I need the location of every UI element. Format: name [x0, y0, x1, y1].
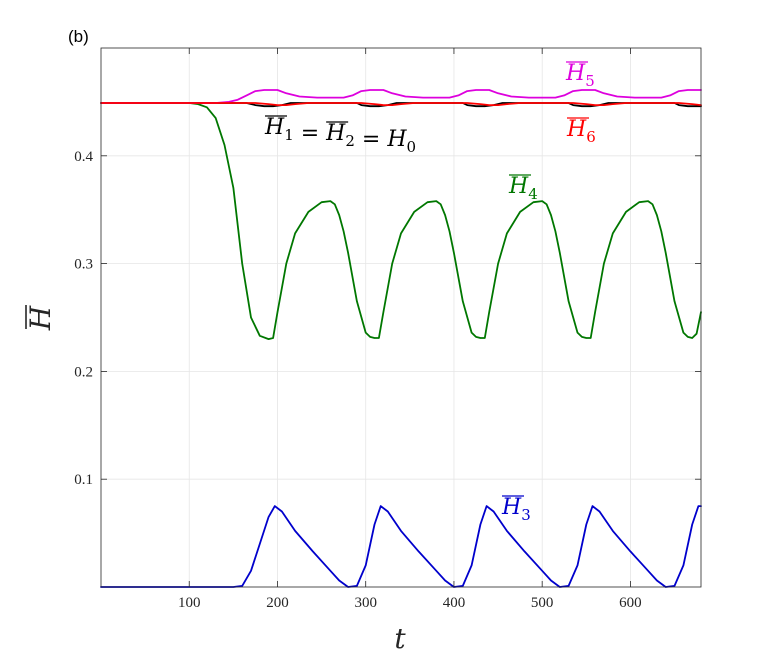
ticks: 100 200 300 400 500 600 0.1 0.2 0.3 0.4 — [74, 48, 701, 611]
x-axis-label: t — [394, 622, 406, 655]
series-line-h4 — [100, 102, 702, 340]
y-tick-label: 0.4 — [74, 149, 93, 165]
label-equals: = — [355, 127, 387, 152]
label-symbol: H — [501, 495, 522, 520]
label-symbol: H — [508, 174, 529, 199]
label-symbol: H — [566, 117, 587, 142]
plot-area — [101, 48, 701, 587]
label-h6: H6 — [566, 117, 596, 146]
x-tick-label: 200 — [266, 595, 289, 611]
label-subscript: 1 — [284, 126, 294, 144]
series-line-h6 — [100, 102, 702, 106]
y-tick-label: 0.3 — [74, 257, 93, 273]
label-symbol: H — [565, 61, 586, 86]
label-subscript: 4 — [528, 185, 538, 203]
label-subscript: 5 — [585, 72, 595, 90]
y-tick-label: 0.1 — [74, 472, 93, 488]
label-h5: H5 — [565, 61, 595, 90]
label-h4: H4 — [508, 174, 538, 203]
label-h1-h2-h0: H1 = H2 = H0 — [264, 115, 416, 156]
y-axis-label: H — [24, 305, 57, 331]
x-tick-label: 100 — [178, 595, 201, 611]
series-line-h3 — [100, 505, 702, 588]
x-tick-label: 500 — [531, 595, 554, 611]
label-symbol: H — [386, 127, 407, 152]
label-equals: = — [294, 121, 326, 146]
label-subscript: 0 — [407, 138, 417, 156]
plot-frame — [100, 47, 702, 588]
y-tick-label: 0.2 — [74, 364, 93, 380]
label-symbol: H — [264, 115, 285, 140]
panel-label: (b) — [68, 27, 89, 46]
label-symbol: H — [325, 121, 346, 146]
x-tick-label: 600 — [619, 595, 642, 611]
series-group — [100, 89, 702, 588]
label-subscript: 6 — [586, 128, 596, 146]
x-tick-label: 400 — [443, 595, 466, 611]
series-line-h5 — [100, 89, 702, 104]
label-subscript: 2 — [345, 132, 355, 150]
y-axis-label-group: H — [24, 305, 57, 331]
label-h3: H3 — [501, 495, 531, 524]
label-subscript: 3 — [521, 506, 531, 524]
grid — [101, 48, 701, 587]
x-tick-label: 300 — [354, 595, 377, 611]
